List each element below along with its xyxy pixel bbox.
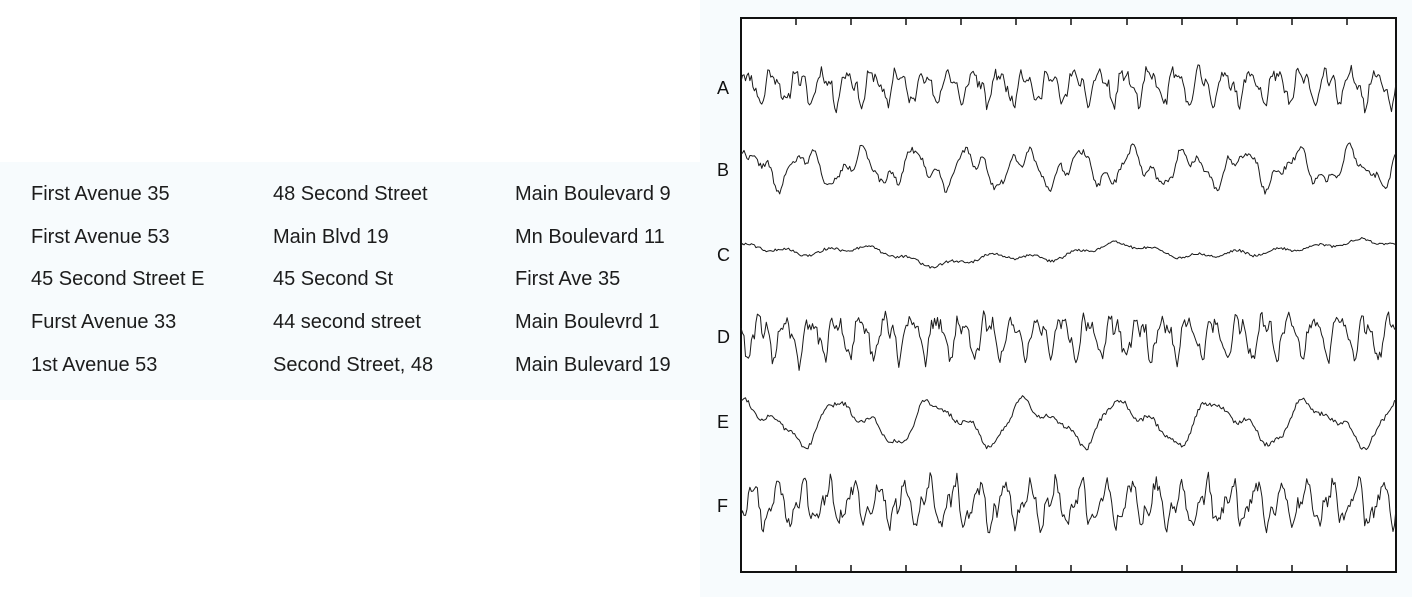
signal-label-c: C	[717, 245, 730, 265]
tick-marks	[795, 18, 1348, 572]
signal-traces-figure: A B C D E F	[717, 17, 1397, 573]
plot-frame	[740, 17, 1397, 573]
address-text: 45 Second St	[273, 268, 394, 291]
address-text: 44 second street	[273, 311, 421, 334]
signal-labels: A B C D E F	[717, 78, 730, 516]
address-text: 48 Second Street	[273, 183, 428, 205]
address-text: Main Bulevard 19	[515, 353, 671, 376]
address-list-panel: First Avenue 35 48 Second Street Main Bo…	[0, 162, 700, 400]
address-text: First Ave 35	[515, 268, 621, 291]
address-text: First Avenue 53	[31, 225, 170, 248]
signal-trace-e	[740, 395, 1397, 451]
address-text: Main Boulevard 9	[515, 183, 671, 205]
address-text: Furst Avenue 33	[31, 311, 177, 334]
address-text: Second Street, 48	[273, 353, 434, 376]
signal-label-a: A	[717, 78, 729, 98]
signal-trace-a	[740, 64, 1397, 114]
signal-trace-d	[740, 310, 1397, 371]
signal-trace-b	[740, 142, 1397, 195]
address-text: First Avenue 35	[31, 183, 170, 205]
signal-label-b: B	[717, 160, 729, 180]
signal-label-f: F	[717, 496, 728, 516]
address-text: Main Blvd 19	[273, 225, 389, 248]
signal-trace-c	[740, 237, 1397, 269]
address-grid: First Avenue 35 48 Second Street Main Bo…	[31, 182, 715, 395]
signal-label-d: D	[717, 327, 730, 347]
signal-trace-f	[740, 471, 1397, 534]
signal-traces	[740, 64, 1397, 534]
address-text: 45 Second Street E	[31, 268, 205, 291]
address-text: 1st Avenue 53	[31, 353, 158, 376]
signal-label-e: E	[717, 412, 729, 432]
address-text: Mn Boulevard 11	[515, 225, 665, 248]
signal-traces-panel: A B C D E F	[700, 0, 1412, 597]
address-text: Main Boulevrd 1	[515, 311, 660, 334]
